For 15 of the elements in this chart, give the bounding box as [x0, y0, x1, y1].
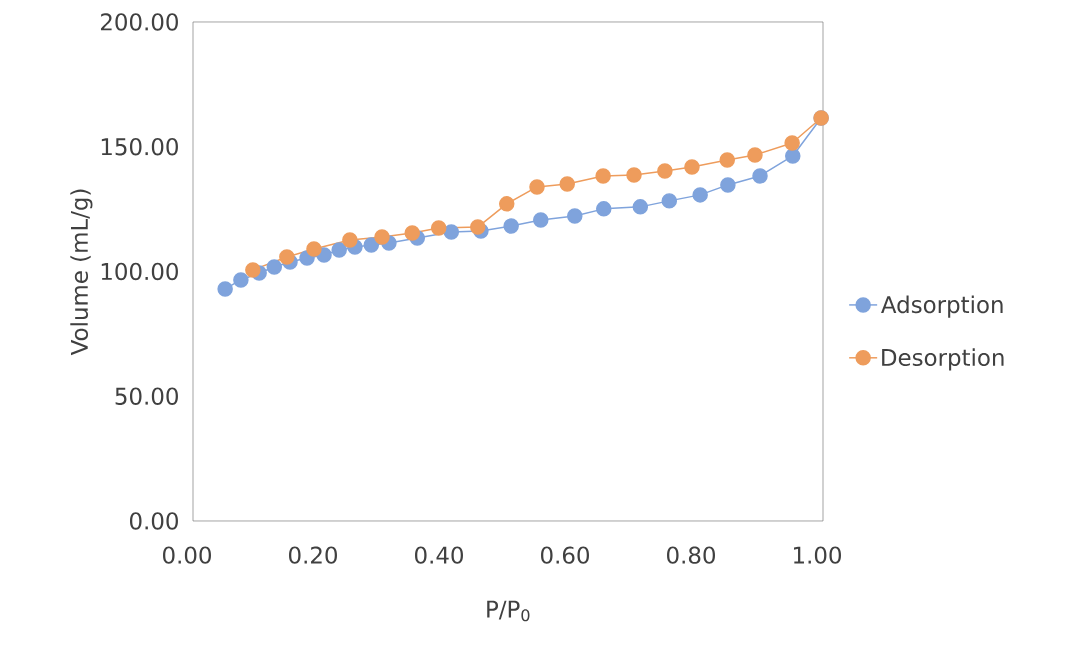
x-tick-label: 0.80	[667, 546, 715, 564]
x-tick-label: 0.40	[415, 546, 463, 564]
y-axis-title: Volume (mL/g)	[70, 189, 93, 356]
y-tick-label: 200.00	[100, 13, 178, 31]
y-tick-label: 50.00	[115, 387, 178, 405]
x-tick-label: 0.20	[289, 546, 337, 564]
x-tick-label: 0.60	[541, 546, 589, 564]
y-tick-label: 150.00	[101, 138, 178, 156]
legend-label: Adsorption	[881, 295, 1003, 318]
y-tick-label: 0.00	[129, 512, 178, 530]
y-tick-label: 100.00	[101, 262, 178, 281]
x-axis-title: P/P$_{0}$	[487, 600, 530, 622]
legend-label: Desorption	[882, 348, 1004, 371]
x-tick-label: 0.00	[163, 546, 211, 564]
x-tick-label: 1.00	[794, 546, 841, 564]
